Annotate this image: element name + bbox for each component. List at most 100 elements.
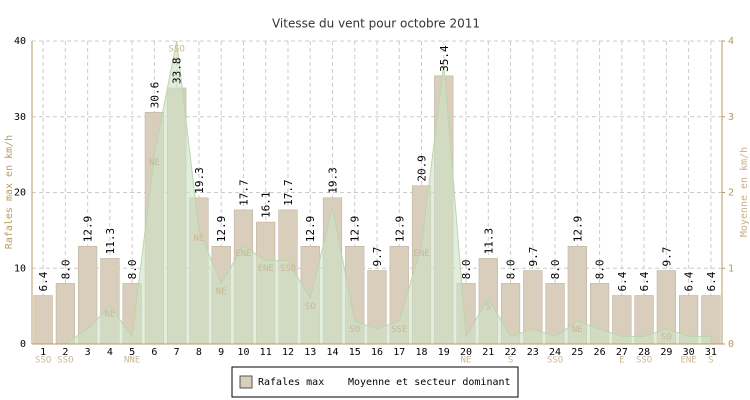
value-label: 6.4	[37, 271, 50, 291]
x-tick-label: 31	[705, 347, 717, 358]
x-tick-label: 4	[107, 347, 113, 358]
y-tick-label: 10	[14, 263, 26, 274]
y2-tick-label: 3	[728, 112, 734, 123]
x-tick-label: 30	[683, 347, 695, 358]
x-tick-label: 26	[594, 347, 606, 358]
x-tick-label: 22	[505, 347, 517, 358]
sector-label: NNE	[124, 356, 140, 366]
x-tick-label: 25	[571, 347, 583, 358]
x-tick-label: 12	[282, 347, 294, 358]
sector-label: SSO	[35, 356, 51, 366]
y-axis-label: Rafales max en km/h	[4, 135, 15, 249]
x-tick-label: 14	[326, 347, 338, 358]
value-label: 12.9	[82, 216, 95, 243]
value-label: 12.9	[304, 216, 317, 243]
sector-label: SSO	[547, 356, 563, 366]
chart-title: Vitesse du vent pour octobre 2011	[272, 17, 480, 31]
y2-tick-label: 4	[728, 36, 734, 47]
x-tick-label: 7	[174, 347, 180, 358]
value-label: 8.0	[505, 260, 518, 280]
x-tick-label: 2	[62, 347, 68, 358]
x-tick-label: 13	[304, 347, 316, 358]
value-label: 30.6	[148, 82, 161, 109]
sector-label: NE	[461, 356, 472, 366]
sector-label: NE	[572, 325, 583, 335]
value-label: 9.7	[371, 247, 384, 267]
value-label: 6.4	[616, 271, 629, 291]
x-tick-label: 1	[40, 347, 46, 358]
x-tick-label: 29	[660, 347, 672, 358]
value-label: 20.9	[416, 155, 429, 182]
legend-label: Rafales max	[258, 377, 324, 388]
value-label: 19.3	[326, 167, 339, 194]
value-label: 17.7	[237, 179, 250, 206]
x-tick-label: 10	[237, 347, 249, 358]
x-tick-label: 15	[349, 347, 361, 358]
sector-label: SSO	[57, 356, 73, 366]
sector-label: S	[486, 302, 491, 312]
value-label: 8.0	[460, 260, 473, 280]
x-tick-label: 21	[482, 347, 494, 358]
x-tick-label: 9	[218, 347, 224, 358]
x-tick-label: 5	[129, 347, 135, 358]
value-label: 8.0	[594, 260, 607, 280]
value-label: 35.4	[438, 45, 451, 72]
y2-axis-label: Moyenne en km/h	[739, 147, 750, 237]
value-label: 6.4	[705, 271, 718, 291]
value-label: 11.3	[104, 228, 117, 255]
sector-label: NE	[149, 158, 160, 168]
sector-label: S	[508, 356, 513, 366]
value-label: 33.8	[171, 57, 184, 84]
value-label: 8.0	[549, 260, 562, 280]
value-label: 6.4	[683, 271, 696, 291]
average-area	[43, 40, 712, 345]
sector-label: S	[708, 356, 713, 366]
x-tick-label: 8	[196, 347, 202, 358]
value-label: 16.1	[260, 192, 273, 219]
sector-label: SSO	[280, 264, 296, 274]
value-label: 6.4	[638, 271, 651, 291]
x-tick-label: 23	[527, 347, 539, 358]
y-tick-label: 0	[20, 339, 26, 350]
bar	[33, 295, 53, 345]
x-tick-label: 3	[85, 347, 91, 358]
sector-label: SO	[305, 302, 316, 312]
y-tick-label: 40	[14, 36, 26, 47]
bar	[55, 283, 75, 345]
y2-tick-label: 2	[728, 188, 734, 199]
value-label: 8.0	[59, 260, 72, 280]
sector-label: SSO	[636, 356, 652, 366]
x-tick-label: 6	[151, 347, 157, 358]
sector-label: ENE	[235, 249, 251, 259]
value-label: 11.3	[482, 228, 495, 255]
x-tick-label: 24	[549, 347, 561, 358]
value-label: 12.9	[349, 216, 362, 243]
y2-tick-label: 1	[728, 263, 734, 274]
sector-label: ENE	[258, 264, 274, 274]
x-tick-label: 19	[438, 347, 450, 358]
sector-label: SSO	[169, 45, 185, 55]
sector-label: ENE	[680, 356, 696, 366]
x-tick-label: 17	[393, 347, 405, 358]
sector-label: NE	[194, 234, 205, 244]
value-label: 9.7	[527, 247, 540, 267]
sector-label: SO	[349, 325, 360, 335]
x-tick-label: 27	[616, 347, 628, 358]
x-tick-label: 11	[260, 347, 272, 358]
y-tick-label: 20	[14, 188, 26, 199]
legend	[231, 366, 519, 398]
sector-label: E	[619, 356, 624, 366]
sector-label: SO	[661, 332, 672, 342]
legend-swatch	[239, 375, 253, 389]
x-tick-label: 20	[460, 347, 472, 358]
y-tick-label: 30	[14, 112, 26, 123]
y2-tick-label: 0	[728, 339, 734, 350]
sector-label: ENE	[413, 249, 429, 259]
value-label: 8.0	[126, 260, 139, 280]
sector-label: SSE	[391, 325, 407, 335]
sector-label: NE	[104, 310, 115, 320]
sector-label: NE	[216, 287, 227, 297]
value-label: 19.3	[193, 167, 206, 194]
